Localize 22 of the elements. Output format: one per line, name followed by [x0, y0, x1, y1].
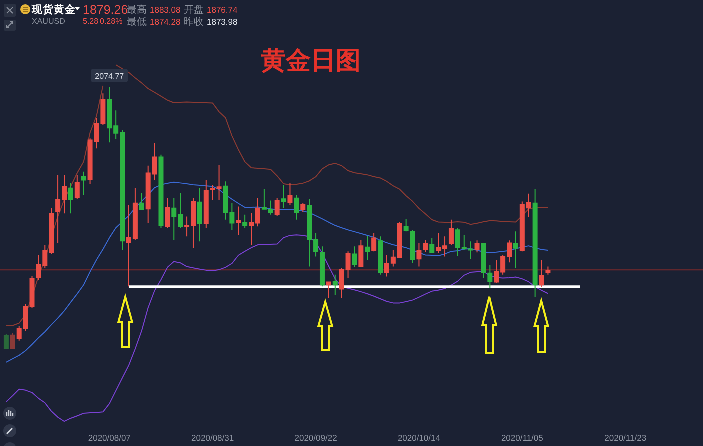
- annotation: 昨收: [184, 17, 204, 28]
- annotation: 2074.77: [95, 72, 125, 81]
- x-tick-label: 2020/09/22: [294, 433, 338, 443]
- annotation: 1883.08: [150, 5, 181, 15]
- x-tick-label: 2020/10/14: [398, 433, 440, 443]
- annotation: 5.28: [83, 17, 99, 26]
- annotation: 2074.77: [91, 69, 128, 82]
- annotation: 开盘: [184, 5, 204, 16]
- annotation: 最低: [127, 17, 147, 28]
- annotation: 1874.28: [150, 17, 181, 27]
- x-tick-label: 2020/11/23: [604, 433, 647, 443]
- annotation: 最高: [127, 5, 147, 16]
- annotation: 1873.98: [207, 17, 238, 27]
- annotation: 1876.74: [207, 5, 238, 15]
- annotation: 0.28%: [100, 17, 123, 26]
- x-tick-label: 2020/11/05: [501, 433, 544, 443]
- x-tick-label: 2020/08/31: [192, 433, 234, 443]
- title: 黄金日图: [261, 47, 361, 75]
- x-tick-label: 2020/08/07: [88, 433, 131, 443]
- annotation: 现货黄金: [32, 4, 76, 16]
- annotation: 1879.26: [83, 3, 128, 17]
- annotation: XAUUSD: [32, 17, 66, 26]
